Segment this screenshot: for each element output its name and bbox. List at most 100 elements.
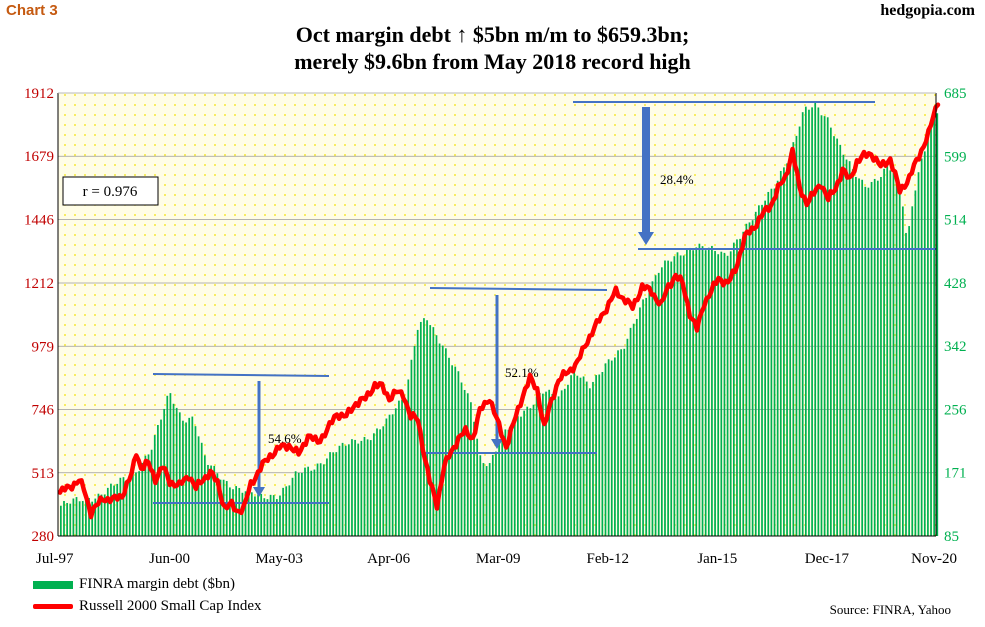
margin-debt-bar bbox=[147, 454, 150, 536]
margin-debt-bar bbox=[726, 255, 729, 537]
margin-debt-bar bbox=[617, 350, 619, 536]
margin-debt-bar bbox=[376, 428, 378, 536]
margin-debt-bar bbox=[542, 393, 544, 536]
margin-debt-bar bbox=[792, 142, 795, 537]
margin-debt-bar bbox=[513, 415, 516, 536]
margin-debt-bar bbox=[739, 238, 741, 536]
margin-debt-bar bbox=[213, 465, 216, 536]
margin-debt-bar bbox=[886, 166, 889, 537]
margin-debt-bar bbox=[592, 381, 594, 536]
margin-debt-bar bbox=[438, 343, 441, 536]
margin-debt-bar bbox=[811, 107, 813, 537]
margin-debt-bar bbox=[817, 107, 820, 536]
margin-debt-bar bbox=[933, 117, 936, 537]
margin-debt-bar bbox=[820, 115, 823, 536]
right-tick-label: 342 bbox=[944, 339, 967, 355]
legend-label-russell: Russell 2000 Small Cap Index bbox=[79, 598, 262, 614]
margin-debt-bar bbox=[178, 412, 181, 536]
margin-debt-bar bbox=[754, 211, 757, 536]
left-tick-label: 979 bbox=[32, 339, 55, 355]
margin-debt-bar bbox=[914, 190, 917, 536]
margin-debt-bar bbox=[316, 463, 319, 536]
margin-debt-bar bbox=[476, 438, 479, 536]
margin-debt-bar bbox=[660, 267, 663, 536]
x-tick-label: Feb-12 bbox=[587, 551, 630, 567]
margin-debt-bar bbox=[623, 348, 626, 536]
margin-debt-bar bbox=[172, 403, 175, 536]
margin-debt-bar bbox=[288, 485, 291, 536]
margin-debt-bar bbox=[523, 410, 525, 536]
margin-debt-bar bbox=[498, 444, 500, 536]
margin-debt-bar bbox=[707, 247, 710, 536]
margin-debt-bar bbox=[141, 462, 144, 536]
margin-debt-bar bbox=[836, 138, 838, 536]
margin-debt-bar bbox=[100, 494, 103, 536]
annotation-bracket bbox=[152, 373, 330, 377]
margin-debt-bar bbox=[135, 472, 137, 536]
x-tick-label: Jun-00 bbox=[149, 551, 190, 567]
margin-debt-bar bbox=[732, 242, 735, 537]
margin-debt-bar bbox=[554, 398, 557, 536]
margin-debt-bar bbox=[304, 467, 306, 536]
margin-debt-bar bbox=[413, 346, 416, 536]
margin-debt-bar bbox=[445, 348, 447, 536]
legend-label-margin-debt: FINRA margin debt ($bn) bbox=[79, 576, 235, 592]
margin-debt-bar bbox=[78, 501, 81, 536]
margin-debt-bar bbox=[864, 186, 867, 536]
margin-debt-bar bbox=[751, 220, 754, 537]
margin-debt-bar bbox=[122, 477, 125, 536]
margin-debt-bar bbox=[232, 489, 234, 536]
margin-debt-bar bbox=[789, 152, 792, 537]
margin-debt-bar bbox=[689, 247, 691, 536]
margin-debt-bar bbox=[473, 421, 475, 536]
x-tick-label: Jan-15 bbox=[697, 551, 737, 567]
brand-watermark: hedgopia.com bbox=[880, 2, 975, 19]
margin-debt-bar bbox=[479, 455, 482, 536]
margin-debt-bar bbox=[60, 505, 62, 536]
margin-debt-bar bbox=[194, 426, 197, 536]
margin-debt-bar bbox=[895, 174, 898, 536]
margin-debt-bar bbox=[279, 495, 281, 536]
margin-debt-bar bbox=[210, 465, 212, 536]
margin-debt-bar bbox=[529, 408, 532, 536]
margin-debt-bar bbox=[588, 388, 591, 536]
margin-debt-bar bbox=[826, 117, 829, 536]
margin-debt-bar bbox=[369, 440, 372, 536]
margin-debt-bar bbox=[776, 180, 779, 536]
margin-debt-bar bbox=[398, 400, 400, 536]
margin-debt-bar bbox=[285, 486, 288, 536]
x-tick-label: Nov-20 bbox=[911, 551, 957, 567]
right-tick-label: 256 bbox=[944, 403, 967, 419]
left-tick-label: 746 bbox=[32, 403, 55, 419]
margin-debt-bar bbox=[676, 252, 679, 537]
margin-debt-bar bbox=[72, 498, 75, 536]
margin-debt-bar bbox=[219, 479, 222, 536]
margin-debt-bar bbox=[626, 338, 629, 536]
margin-debt-bar bbox=[203, 455, 206, 536]
left-tick-label: 1912 bbox=[24, 86, 54, 102]
margin-debt-bar bbox=[351, 439, 353, 536]
margin-debt-bar bbox=[745, 223, 748, 536]
margin-debt-bar bbox=[833, 136, 835, 537]
margin-debt-bar bbox=[254, 496, 256, 536]
margin-debt-bar bbox=[535, 396, 538, 536]
left-tick-label: 513 bbox=[32, 466, 55, 482]
right-tick-label: 514 bbox=[944, 212, 967, 228]
margin-debt-bar bbox=[200, 442, 203, 536]
margin-debt-bar bbox=[654, 275, 657, 536]
margin-debt-bar bbox=[642, 299, 644, 536]
margin-debt-bar bbox=[873, 178, 876, 536]
right-tick-label: 599 bbox=[944, 149, 967, 165]
russell-line-group bbox=[57, 102, 941, 520]
margin-debt-bar bbox=[858, 178, 860, 536]
margin-debt-bar bbox=[845, 159, 848, 536]
margin-debt-bar bbox=[902, 206, 904, 536]
margin-debt-bar bbox=[507, 429, 510, 536]
margin-debt-bar bbox=[319, 463, 322, 536]
margin-debt-bar bbox=[670, 261, 673, 536]
right-tick-label: 428 bbox=[944, 276, 967, 292]
margin-debt-bar bbox=[632, 323, 635, 536]
margin-debt-bar bbox=[269, 494, 272, 536]
margin-debt-bar bbox=[435, 335, 438, 536]
margin-debt-bar bbox=[920, 158, 923, 537]
